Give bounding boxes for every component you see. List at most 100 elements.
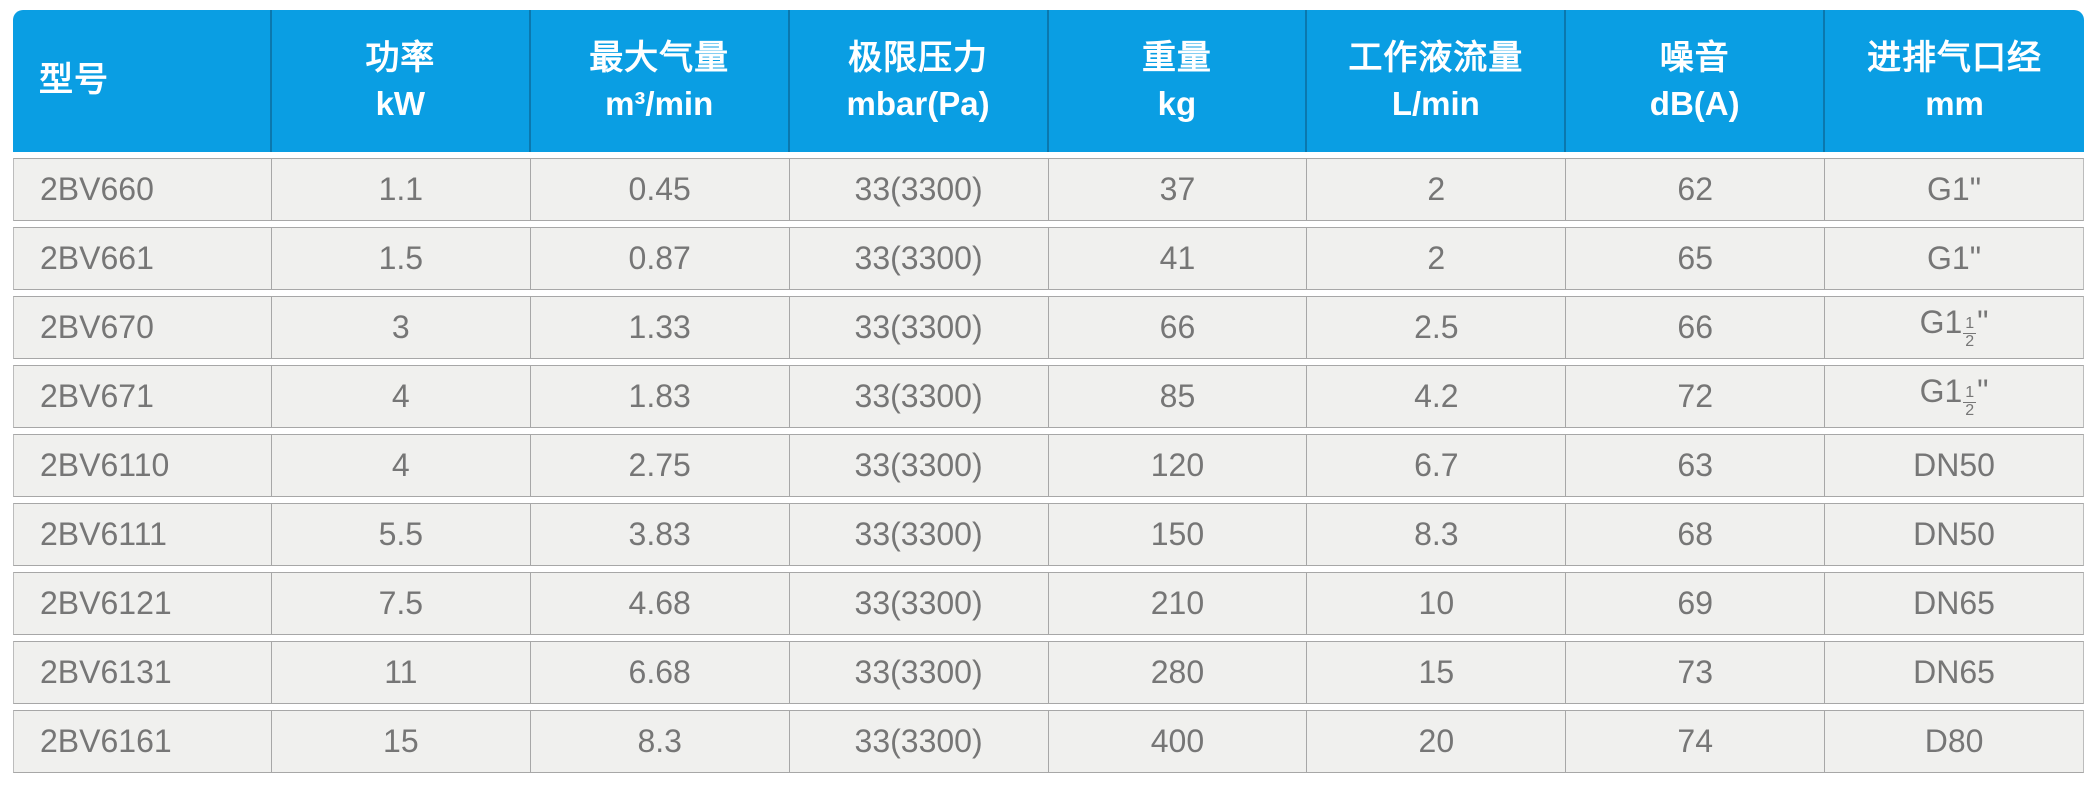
value-cell: 1.33 (530, 296, 790, 359)
table-row: 2BV6110 4 2.75 33(3300) 120 6.7 63 DN50 (13, 434, 2084, 497)
value-cell: 65 (1566, 227, 1826, 290)
column-header-0: 型号 (13, 10, 272, 152)
value-cell: 2.75 (530, 434, 790, 497)
table-row: 2BV6131 11 6.68 33(3300) 280 15 73 DN65 (13, 641, 2084, 704)
value-cell: 33(3300) (789, 641, 1049, 704)
table-row: 2BV6111 5.5 3.83 33(3300) 150 8.3 68 DN50 (13, 503, 2084, 566)
model-cell: 2BV671 (13, 365, 272, 428)
model-cell: 2BV660 (13, 158, 272, 221)
value-cell: 0.87 (530, 227, 790, 290)
value-cell: 6.7 (1307, 434, 1567, 497)
value-cell: 33(3300) (789, 710, 1049, 773)
model-cell: 2BV6161 (13, 710, 272, 773)
model-cell: 2BV670 (13, 296, 272, 359)
value-cell: 7.5 (271, 572, 531, 635)
value-cell: 33(3300) (789, 365, 1049, 428)
value-cell: 11 (271, 641, 531, 704)
value-cell: 33(3300) (789, 434, 1049, 497)
column-unit: kg (1157, 84, 1197, 122)
model-cell: 2BV6111 (13, 503, 272, 566)
value-cell: DN50 (1825, 503, 2084, 566)
value-cell: 1.5 (271, 227, 531, 290)
value-cell: 4.2 (1307, 365, 1567, 428)
value-cell: 10 (1307, 572, 1567, 635)
column-unit: m³/min (605, 84, 714, 122)
column-title: 极限压力 (848, 38, 989, 77)
value-cell: 33(3300) (789, 572, 1049, 635)
value-cell: 210 (1048, 572, 1308, 635)
value-cell: 4.68 (530, 572, 790, 635)
value-cell: 2 (1307, 158, 1567, 221)
value-cell: 1.83 (530, 365, 790, 428)
column-unit: L/min (1391, 84, 1480, 122)
column-title: 工作液流量 (1348, 38, 1524, 77)
value-cell: 150 (1048, 503, 1308, 566)
value-cell: D80 (1825, 710, 2084, 773)
value-cell: 1.1 (271, 158, 531, 221)
value-cell: 33(3300) (789, 227, 1049, 290)
value-cell: 8.3 (1307, 503, 1567, 566)
value-cell: 85 (1048, 365, 1308, 428)
value-cell: 74 (1566, 710, 1826, 773)
value-cell: 2 (1307, 227, 1567, 290)
column-unit: kW (375, 84, 426, 122)
value-cell: 66 (1566, 296, 1826, 359)
value-cell: 4 (271, 434, 531, 497)
value-cell: G1 1 2 " (1825, 365, 2084, 428)
column-title: 进排气口经 (1867, 38, 2043, 77)
value-cell: 5.5 (271, 503, 531, 566)
value-cell: 37 (1048, 158, 1308, 221)
column-header-4: 重量 kg (1048, 10, 1308, 152)
column-unit: mm (1925, 84, 1984, 122)
value-cell: 3 (271, 296, 531, 359)
value-cell: 69 (1566, 572, 1826, 635)
table-row: 2BV661 1.5 0.87 33(3300) 41 2 65 G1" (13, 227, 2084, 290)
column-header-6: 噪音 dB(A) (1566, 10, 1826, 152)
column-header-3: 极限压力 mbar(Pa) (789, 10, 1049, 152)
table-row: 2BV670 3 1.33 33(3300) 66 2.5 66 G1 1 2 " (13, 296, 2084, 359)
value-cell: 62 (1566, 158, 1826, 221)
column-title: 噪音 (1659, 38, 1730, 77)
value-cell: 63 (1566, 434, 1826, 497)
table-row: 2BV6161 15 8.3 33(3300) 400 20 74 D80 (13, 710, 2084, 773)
value-cell: 15 (1307, 641, 1567, 704)
column-unit: mbar(Pa) (846, 84, 990, 122)
value-cell: 41 (1048, 227, 1308, 290)
value-cell: 400 (1048, 710, 1308, 773)
value-cell: 15 (271, 710, 531, 773)
value-cell: 33(3300) (789, 296, 1049, 359)
value-cell: 4 (271, 365, 531, 428)
spec-table: 型号 功率 kW 最大气量 m³/min 极限压力 mbar(Pa) 重量 kg 工作液流量 L/m… (13, 4, 2084, 779)
value-cell: 6.68 (530, 641, 790, 704)
table-body: 2BV660 1.1 0.45 33(3300) 37 2 62 G1" 2BV661 1.5 0.… (13, 158, 2084, 773)
column-header-5: 工作液流量 L/min (1307, 10, 1567, 152)
value-cell: 68 (1566, 503, 1826, 566)
value-cell: DN65 (1825, 641, 2084, 704)
column-title: 最大气量 (589, 38, 730, 77)
model-cell: 2BV6121 (13, 572, 272, 635)
value-cell: 20 (1307, 710, 1567, 773)
value-cell: DN50 (1825, 434, 2084, 497)
value-cell: 33(3300) (789, 503, 1049, 566)
value-cell: 2.5 (1307, 296, 1567, 359)
table-row: 2BV6121 7.5 4.68 33(3300) 210 10 69 DN65 (13, 572, 2084, 635)
value-cell: 66 (1048, 296, 1308, 359)
value-cell: 0.45 (530, 158, 790, 221)
value-cell: 280 (1048, 641, 1308, 704)
model-cell: 2BV6110 (13, 434, 272, 497)
model-cell: 2BV6131 (13, 641, 272, 704)
model-cell: 2BV661 (13, 227, 272, 290)
value-cell: 120 (1048, 434, 1308, 497)
table-row: 2BV660 1.1 0.45 33(3300) 37 2 62 G1" (13, 158, 2084, 221)
value-cell: 72 (1566, 365, 1826, 428)
table-header: 型号 功率 kW 最大气量 m³/min 极限压力 mbar(Pa) 重量 kg 工作液流量 L/m… (13, 10, 2084, 152)
column-header-2: 最大气量 m³/min (530, 10, 790, 152)
value-cell: 73 (1566, 641, 1826, 704)
column-title: 型号 (39, 61, 109, 100)
table-row: 2BV671 4 1.83 33(3300) 85 4.2 72 G1 1 2 " (13, 365, 2084, 428)
value-cell: G1" (1825, 227, 2084, 290)
column-title: 重量 (1141, 38, 1212, 77)
value-cell: 8.3 (530, 710, 790, 773)
